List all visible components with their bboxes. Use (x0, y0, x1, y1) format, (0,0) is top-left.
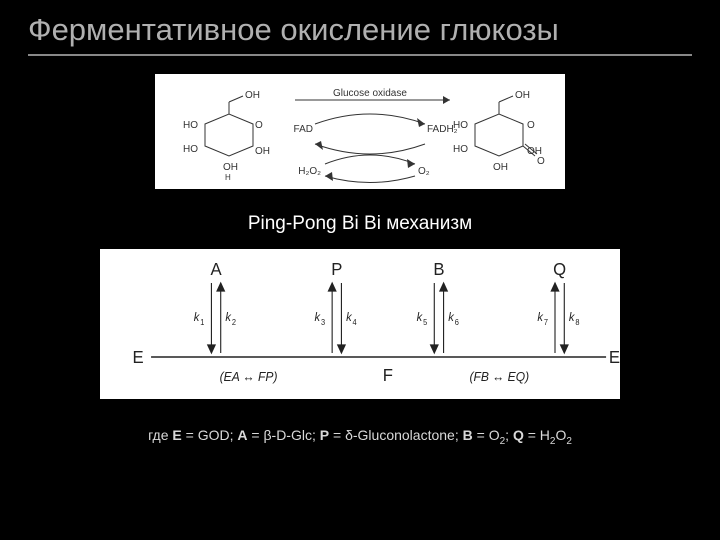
title-divider (28, 54, 692, 56)
legend-E-val: GOD (198, 427, 230, 443)
kinetics-svg: E E A P B Q (100, 249, 620, 399)
svg-text:2: 2 (232, 318, 236, 327)
page-title: Ферментативное окисление глюкозы (28, 12, 692, 48)
svg-text:HO: HO (183, 120, 198, 131)
intermediate-F: F (383, 364, 393, 385)
intermediate-EA-FP: (EA ↔ FP) (220, 370, 278, 385)
legend-prefix: где (148, 427, 172, 443)
rate-arrows (208, 283, 568, 353)
svg-text:O: O (537, 156, 545, 167)
slide-container: Ферментативное окисление глюкозы OH HO H… (0, 0, 720, 540)
product-lactone: OH HO HO O OH O OH (453, 90, 545, 173)
svg-text:HO: HO (183, 144, 198, 155)
svg-text:8: 8 (575, 318, 579, 327)
legend-P-sym: P (320, 427, 329, 443)
svg-text:HO: HO (453, 120, 468, 131)
cofactor-cycle: FAD FADH₂ (294, 114, 458, 154)
reaction-scheme-panel: OH HO HO O OH OH H Glucose oxidase FAD (155, 74, 565, 189)
svg-text:Glucose oxidase: Glucose oxidase (333, 88, 407, 99)
kinetics-panel: E E A P B Q (100, 249, 620, 399)
label-E-left: E (133, 346, 144, 367)
intermediate-FB-EQ: (FB ↔ EQ) (469, 370, 529, 385)
species-B: B (433, 258, 444, 279)
legend-A-sym: A (237, 427, 247, 443)
svg-text:O: O (255, 120, 263, 131)
svg-text:H₂O₂: H₂O₂ (298, 166, 321, 177)
svg-text:1: 1 (200, 318, 204, 327)
svg-text:OH: OH (493, 162, 508, 173)
species-P: P (331, 258, 342, 279)
svg-text:OH: OH (245, 90, 260, 101)
svg-text:OH: OH (515, 90, 530, 101)
svg-text:H: H (225, 173, 231, 182)
legend-A-val: β-D-Glc (263, 427, 312, 443)
svg-text:3: 3 (321, 318, 325, 327)
legend-Q-sym: Q (513, 427, 524, 443)
byproduct-cycle: H₂O₂ O₂ (298, 155, 430, 183)
mechanism-label: Ping-Pong Bi Bi механизм (28, 213, 692, 235)
substrate-glucose: OH HO HO O OH OH H (183, 90, 270, 182)
svg-text:HO: HO (453, 144, 468, 155)
svg-text:FAD: FAD (294, 124, 313, 135)
svg-text:OH: OH (255, 146, 270, 157)
enzyme-arrow: Glucose oxidase (295, 88, 450, 104)
species-A: A (210, 258, 222, 279)
reaction-svg: OH HO HO O OH OH H Glucose oxidase FAD (155, 74, 565, 189)
legend-P-val: δ-Gluconolactone (345, 427, 455, 443)
svg-text:OH: OH (223, 162, 238, 173)
svg-text:O: O (527, 120, 535, 131)
legend-E-sym: E (172, 427, 181, 443)
legend-B-sym: B (463, 427, 473, 443)
label-E-right: E (609, 346, 620, 367)
rate-labels: k1 k2 k3 k4 k5 k6 k7 k8 (194, 312, 580, 327)
svg-text:6: 6 (455, 318, 459, 327)
svg-text:5: 5 (423, 318, 427, 327)
svg-text:4: 4 (353, 318, 358, 327)
species-Q: Q (553, 258, 566, 279)
svg-text:7: 7 (544, 318, 548, 327)
legend-line: где E = GOD; A = β-D-Glc; P = δ-Gluconol… (28, 427, 692, 447)
svg-text:O₂: O₂ (418, 166, 430, 177)
